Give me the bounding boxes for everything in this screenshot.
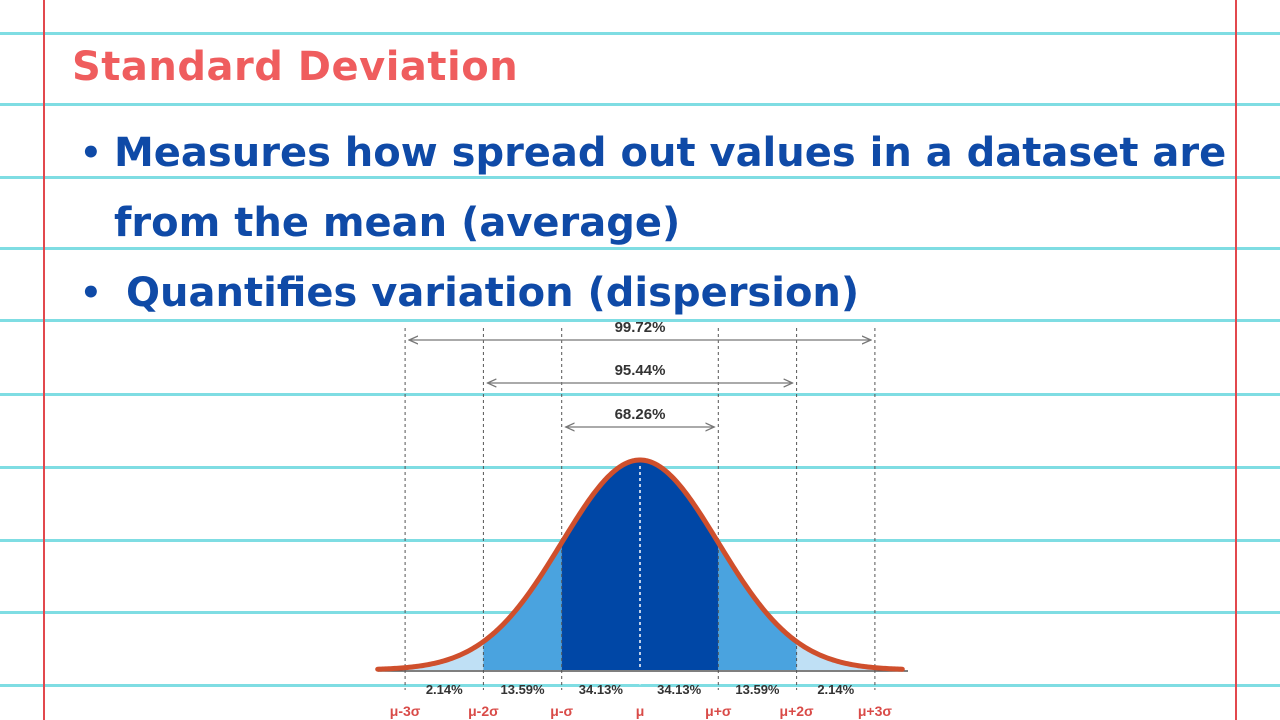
interval-percent-label: 95.44% (615, 362, 666, 379)
paper-rule (0, 684, 1280, 687)
paper-rule (0, 319, 1280, 322)
sigma-tick-label: μ-3σ (390, 703, 421, 719)
sigma-tick-label: μ+σ (705, 703, 732, 719)
paper-rule (0, 176, 1280, 179)
sigma-tick-label: μ+2σ (780, 703, 815, 719)
bullet-text: Quantifies variation (dispersion) (126, 270, 860, 316)
margin-line-left (43, 0, 45, 720)
page-title: Standard Deviation (72, 44, 519, 90)
sigma-tick-label: μ-2σ (468, 703, 499, 719)
segment-percent-label: 34.13% (579, 682, 624, 697)
paper-rule (0, 103, 1280, 106)
bullet-item: • Quantifies variation (dispersion) (80, 258, 1246, 328)
band-left-tail (377, 641, 484, 670)
bullet-item: • Measures how spread out values in a da… (80, 118, 1234, 258)
segment-percent-label: 13.59% (501, 682, 546, 697)
segment-percent-label: 2.14% (817, 682, 854, 697)
segment-percent-label: 13.59% (735, 682, 780, 697)
paper-rule (0, 247, 1280, 250)
distribution-curve (375, 457, 905, 672)
interval-percent-label: 68.26% (615, 406, 666, 423)
bullet-text: Measures how spread out values in a data… (114, 130, 1227, 246)
paper-rule (0, 32, 1280, 35)
bullet-glyph: • (80, 273, 102, 313)
sigma-tick-label: μ+3σ (858, 703, 893, 719)
segment-percent-label: 34.13% (657, 682, 702, 697)
sigma-tick-label: μ (636, 703, 645, 719)
bullet-glyph: • (80, 133, 102, 173)
band-right-tail (796, 641, 903, 670)
segment-percent-label: 2.14% (426, 682, 463, 697)
margin-line-right (1235, 0, 1237, 720)
paper-rule (0, 393, 1280, 396)
sigma-tick-label: μ-σ (550, 703, 573, 719)
interval-percent-label: 99.72% (615, 319, 666, 336)
